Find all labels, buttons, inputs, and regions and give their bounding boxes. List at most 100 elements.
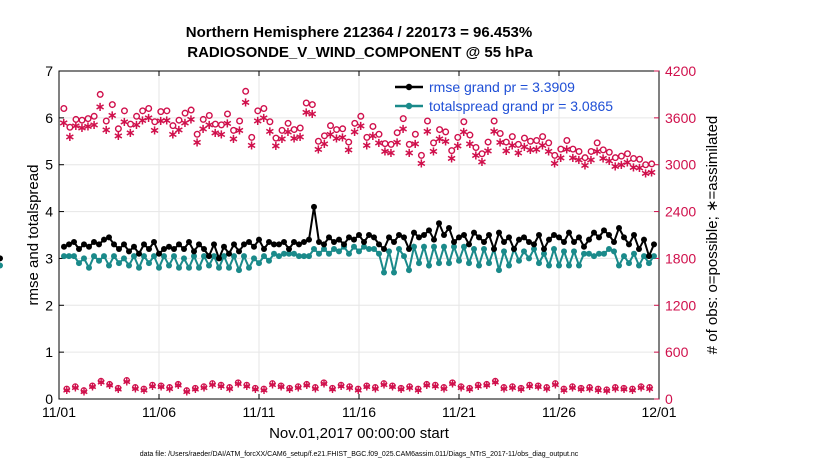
obs-low-possible-point [354, 385, 362, 393]
rmse-point [621, 234, 627, 241]
obs-possible-point [320, 132, 328, 140]
rmse-point [491, 246, 497, 253]
totalspread-point [586, 250, 592, 257]
totalspread-point [436, 260, 442, 267]
obs-possible-point [636, 155, 644, 163]
obs-low-possible-point [569, 383, 576, 390]
obs-low-assimilated-point: ∗ [405, 381, 415, 395]
obs-assimilated-point: ∗ [489, 123, 500, 138]
y2-tick-label: 3600 [665, 110, 696, 126]
rmse-point [386, 234, 392, 241]
rmse-point [566, 229, 572, 236]
obs-possible-point [375, 130, 383, 138]
obs-low-possible-point [397, 384, 405, 392]
obs-low-possible-point [149, 381, 156, 389]
obs-possible-point [217, 121, 225, 129]
obs-low-possible-point [449, 379, 456, 386]
obs-assimilated-point: ∗ [483, 143, 494, 158]
totalspread-point [321, 246, 327, 253]
y2-axis-label: # of obs: o=possible; ∗=assimilated [704, 116, 721, 355]
obs-possible-point [78, 116, 86, 124]
obs-low-possible-point [552, 380, 559, 387]
obs-low-possible-point [612, 384, 619, 391]
totalspread-point [326, 250, 332, 257]
rmse-point [391, 239, 397, 246]
totalspread-point [551, 246, 557, 253]
obs-assimilated-point: ∗ [646, 165, 657, 180]
totalspread-point [476, 262, 482, 269]
totalspread-point [111, 253, 117, 260]
obs-low-possible-point [174, 380, 182, 388]
obs-assimilated-point: ∗ [392, 134, 403, 149]
obs-low-assimilated-point: ∗ [567, 381, 577, 395]
rmse-point [331, 239, 337, 246]
rmse-point [151, 239, 157, 246]
totalspread-point [226, 264, 232, 271]
y2-tick-label: 1200 [665, 297, 696, 313]
obs-assimilated-point: ∗ [149, 123, 160, 138]
rmse-point [376, 241, 382, 248]
obs-low-possible-point [543, 384, 550, 391]
rmse-point [186, 239, 192, 246]
totalspread-point [451, 243, 457, 250]
rmse-point [521, 234, 527, 241]
totalspread-point [521, 248, 527, 255]
x-axis-label: Nov.01,2017 00:00:00 start [269, 425, 450, 442]
obs-low-assimilated-point: ∗ [319, 377, 329, 391]
totalspread-point [291, 250, 297, 257]
obs-assimilated-point: ∗ [331, 130, 342, 145]
obs-low-possible-point [320, 379, 328, 386]
obs-possible-point [623, 150, 631, 158]
totalspread-point [401, 253, 407, 260]
obs-assimilated-point: ∗ [574, 152, 585, 167]
obs-assimilated-point: ∗ [131, 117, 142, 132]
obs-possible-point [393, 129, 401, 137]
totalspread-point [361, 243, 367, 250]
obs-possible-point [230, 126, 238, 134]
rmse-point [86, 243, 92, 250]
obs-low-possible-point [106, 380, 113, 388]
rmse-point [486, 232, 492, 238]
obs-assimilated-point: ∗ [495, 134, 506, 149]
obs-low-assimilated-point: ∗ [559, 383, 569, 397]
rmse-point [211, 241, 217, 248]
rmse-point [481, 239, 487, 246]
rmse-point [596, 234, 602, 241]
obs-possible-point [496, 129, 504, 137]
obs-possible-point [460, 118, 468, 126]
obs-possible-point [466, 131, 474, 139]
obs-possible-point [539, 133, 547, 141]
y-tick-label: 1 [45, 344, 53, 360]
totalspread-point [261, 253, 267, 260]
obs-possible-point [223, 110, 231, 118]
totalspread-point [221, 253, 227, 260]
obs-assimilated-point: ∗ [180, 115, 191, 130]
totalspread-point [306, 253, 312, 260]
obs-possible-point [363, 133, 371, 141]
totalspread-point [416, 260, 422, 267]
totalspread-point [216, 264, 222, 271]
rmse-point [81, 241, 87, 248]
obs-low-possible-point [192, 384, 199, 392]
obs-possible-point [290, 126, 298, 134]
rmse-point [271, 241, 277, 248]
obs-low-possible-point [594, 385, 602, 393]
obs-possible-point [205, 112, 213, 120]
obs-possible-point [605, 148, 613, 156]
obs-low-assimilated-point: ∗ [387, 380, 397, 394]
obs-assimilated-point: ∗ [519, 139, 530, 154]
obs-possible-point [133, 112, 141, 120]
obs-low-possible-point [577, 384, 585, 392]
rmse-point [131, 243, 137, 250]
obs-low-assimilated-point: ∗ [165, 381, 175, 395]
totalspread-point [621, 253, 627, 260]
obs-low-possible-point [637, 383, 645, 390]
obs-possible-point [575, 147, 583, 155]
rmse-point [496, 229, 502, 236]
legend-rmse-marker [405, 83, 413, 91]
rmse-point [196, 241, 202, 248]
totalspread-point [106, 262, 112, 269]
obs-assimilated-point: ∗ [246, 137, 257, 152]
totalspread-point [136, 264, 142, 271]
rmse-point [611, 239, 617, 246]
